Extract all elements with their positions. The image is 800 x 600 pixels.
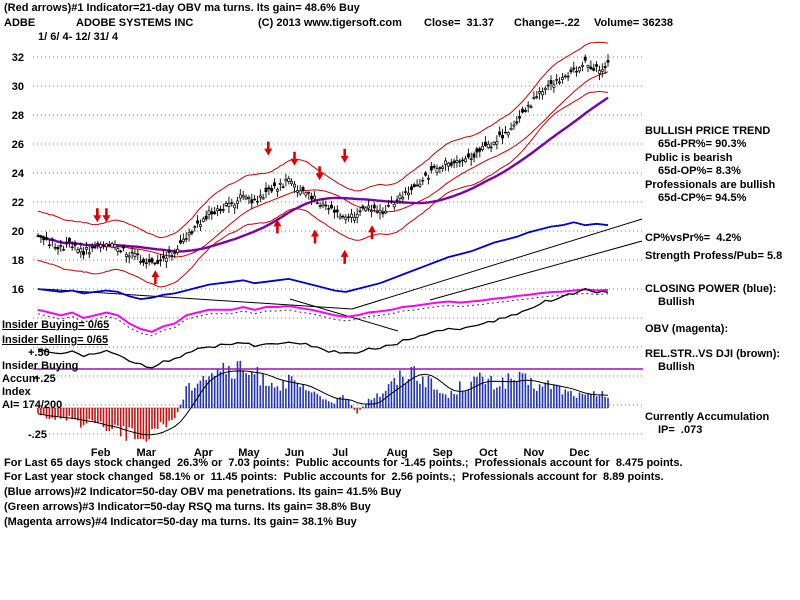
copyright-text: (C) 2013 www.tigersoft.com [258,17,402,29]
obv-ma-dotted-line [37,292,609,337]
svg-text:16: 16 [12,284,24,296]
ip-value: IP= .073 [658,424,703,436]
indicator-legend-2: (Blue arrows)#2 Indicator=50-day OBV ma … [4,486,402,498]
svg-text:Oct: Oct [479,447,498,459]
accum-histogram [37,360,609,442]
svg-text:18: 18 [12,255,24,267]
indicator-legend-4: (Magenta arrows)#4 Indicator=50-day ma t… [4,516,357,528]
svg-text:May: May [238,447,260,459]
mid-band-line [37,71,609,258]
svg-text:24: 24 [12,168,25,180]
red-signal-arrows [93,141,377,285]
accum-envelope-line [37,370,609,436]
price-gridlines [33,56,643,435]
close-value: Close= 31.37 [424,17,495,29]
op-percent-value: 65d-OP%= 8.3% [658,165,741,177]
svg-text:Dec: Dec [569,447,589,459]
obv-label: OBV (magenta): [645,323,729,335]
svg-text:22: 22 [12,197,24,209]
svg-text:Aug: Aug [386,447,407,459]
accum-label: Accum [2,373,39,385]
bullish-price-trend-label: BULLISH PRICE TREND [645,125,771,137]
indicator-legend-3: (Green arrows)#3 Indicator=50-day RSQ ma… [4,501,371,513]
pr-percent-value: 65d-PR%= 90.3% [658,138,747,150]
svg-text:32: 32 [12,52,24,64]
svg-text:Jun: Jun [285,447,305,459]
accumulation-status: Currently Accumulation [645,411,770,423]
lower-band-line [37,90,609,288]
stats-year-line: For Last year stock changed 58.1% or 11.… [4,471,664,483]
stats-65day-line: For Last 65 days stock changed 26.3% or … [4,457,683,469]
volume-value: Volume= 36238 [594,17,673,29]
cp-vs-pr-value: CP%vsPr%= 4.2% [645,232,742,244]
obv-line [37,288,609,333]
svg-text:Sep: Sep [433,447,453,459]
svg-text:20: 20 [12,226,24,238]
rel-str-status: Bullish [658,361,695,373]
svg-text:26: 26 [12,139,24,151]
svg-text:Apr: Apr [194,447,214,459]
insider-buying-count: Insider Buying= 0/65 [2,319,110,331]
insider-selling-count: Insider Selling= 0/65 [2,334,109,346]
closing-power-label: CLOSING POWER (blue): [645,283,777,295]
public-sentiment-label: Public is bearish [645,152,733,164]
closing-power-line [37,221,609,301]
svg-text:Feb: Feb [91,447,111,459]
change-value: Change=-.22 [514,17,580,29]
price-candlesticks [36,54,610,269]
accum-scale-plus-25: +.25 [34,373,56,385]
x-axis-month-labels: Feb Mar Apr May Jun Jul Aug Sep Oct Nov Dec [91,447,590,459]
relative-strength-line [37,287,609,369]
closing-power-status: Bullish [658,296,695,308]
rel-str-label: REL.STR..VS DJI (brown): [645,348,781,360]
svg-text:Nov: Nov [524,447,546,459]
index-label: Index [2,386,31,398]
cp-percent-value: 65d-CP%= 94.5% [658,192,747,204]
svg-text:28: 28 [12,110,24,122]
insider-buying-title: Insider Buying [2,360,79,372]
strength-ratio-value: Strength Profess/Pub= 5.8 [645,250,783,262]
professional-sentiment-label: Professionals are bullish [645,179,776,191]
accum-index-value: AI= 174/200 [2,399,63,411]
y-axis-labels: 32 30 28 26 24 22 20 18 16 [12,52,25,296]
svg-text:Jul: Jul [332,447,348,459]
accum-scale-minus-25: -.25 [28,429,47,441]
accum-scale-plus-50: +.50 [28,347,50,359]
upper-band-line [37,41,609,239]
indicator-legend-1: (Red arrows)#1 Indicator=21-day OBV ma t… [4,2,360,14]
svg-text:Mar: Mar [137,447,157,459]
date-range: 1/ 6/ 4- 12/ 31/ 4 [38,31,119,43]
svg-text:30: 30 [12,81,24,93]
company-name: ADOBE SYSTEMS INC [76,17,194,29]
ticker-symbol: ADBE [4,17,36,29]
moving-average-line [37,96,609,253]
